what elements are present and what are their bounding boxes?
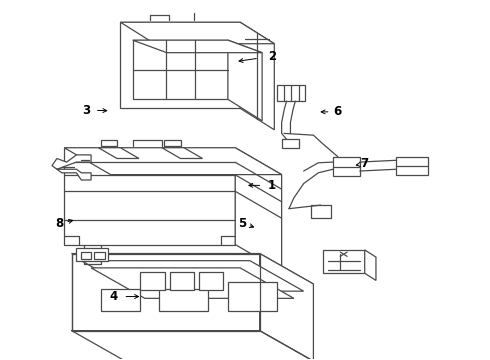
- Text: 7: 7: [361, 157, 369, 170]
- Polygon shape: [52, 155, 91, 180]
- Polygon shape: [94, 252, 105, 259]
- Polygon shape: [228, 40, 262, 121]
- Polygon shape: [140, 273, 165, 290]
- Polygon shape: [76, 248, 108, 261]
- Polygon shape: [121, 22, 240, 108]
- Polygon shape: [64, 148, 235, 244]
- Polygon shape: [311, 205, 331, 218]
- Polygon shape: [228, 282, 277, 311]
- Polygon shape: [240, 22, 274, 130]
- Polygon shape: [159, 289, 208, 311]
- Polygon shape: [81, 261, 304, 291]
- Polygon shape: [162, 148, 202, 158]
- Text: 5: 5: [239, 216, 246, 230]
- Polygon shape: [282, 139, 299, 148]
- Polygon shape: [98, 148, 139, 158]
- Text: 3: 3: [82, 104, 90, 117]
- Text: 2: 2: [268, 50, 276, 63]
- Polygon shape: [365, 250, 376, 280]
- Text: 6: 6: [334, 105, 342, 118]
- Polygon shape: [81, 252, 91, 259]
- Polygon shape: [235, 148, 282, 271]
- Polygon shape: [101, 140, 117, 146]
- Polygon shape: [72, 253, 314, 284]
- Polygon shape: [133, 40, 228, 99]
- Polygon shape: [164, 140, 180, 146]
- Polygon shape: [170, 273, 194, 290]
- Polygon shape: [199, 273, 223, 290]
- Polygon shape: [133, 40, 262, 53]
- Polygon shape: [396, 157, 428, 175]
- Polygon shape: [72, 253, 260, 330]
- Polygon shape: [260, 253, 314, 360]
- Text: 1: 1: [268, 179, 276, 192]
- Polygon shape: [277, 85, 305, 101]
- Text: 8: 8: [55, 217, 63, 230]
- Polygon shape: [101, 289, 140, 311]
- Polygon shape: [323, 250, 365, 273]
- Polygon shape: [64, 148, 282, 175]
- Polygon shape: [333, 157, 360, 176]
- Polygon shape: [121, 22, 274, 44]
- Polygon shape: [91, 268, 294, 298]
- Text: 4: 4: [109, 290, 117, 303]
